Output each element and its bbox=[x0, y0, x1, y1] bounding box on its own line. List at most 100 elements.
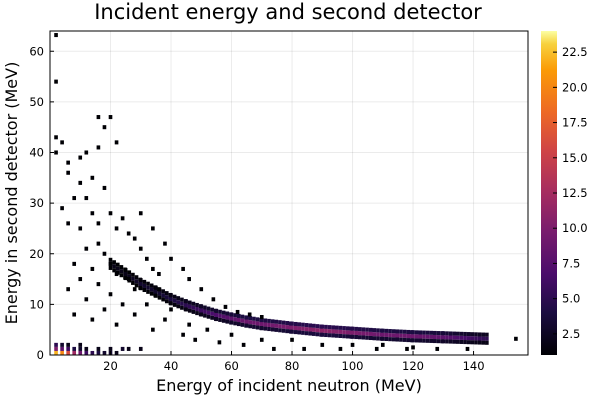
heatmap-cell bbox=[270, 323, 275, 328]
heatmap-cell bbox=[384, 336, 389, 342]
heatmap-cell bbox=[285, 325, 289, 330]
heatmap-cell bbox=[78, 180, 83, 185]
heatmap-cell bbox=[311, 323, 316, 328]
heatmap-cell bbox=[187, 304, 192, 309]
heatmap-cell bbox=[441, 331, 446, 336]
heatmap-cell bbox=[327, 329, 332, 334]
heatmap-cell bbox=[320, 324, 325, 329]
heatmap-cell bbox=[54, 79, 58, 84]
heatmap-cell bbox=[66, 350, 70, 355]
heatmap-cell bbox=[376, 328, 380, 333]
heatmap-cell bbox=[338, 329, 343, 334]
heatmap-cell bbox=[372, 336, 377, 341]
heatmap-cell bbox=[66, 160, 70, 165]
y-tick-label: 20 bbox=[29, 247, 44, 261]
heatmap-cell bbox=[134, 275, 139, 280]
heatmap-cell bbox=[448, 339, 453, 344]
heatmap-cell bbox=[327, 333, 332, 338]
heatmap-cell bbox=[270, 327, 275, 332]
heatmap-cell bbox=[134, 283, 139, 288]
heatmap-cell bbox=[114, 271, 119, 277]
heatmap-cell bbox=[380, 332, 385, 337]
heatmap-cell bbox=[161, 289, 165, 294]
heatmap-cell bbox=[90, 175, 95, 180]
heatmap-cell bbox=[126, 277, 131, 282]
heatmap-cell bbox=[60, 346, 64, 351]
heatmap-cell bbox=[172, 294, 177, 299]
x-axis-ticks: 20 40 60 80 100 120 140 bbox=[103, 351, 485, 373]
heatmap-cell bbox=[384, 332, 389, 337]
heatmap-cell bbox=[311, 331, 316, 336]
heatmap-cell bbox=[425, 334, 430, 339]
colorbar-tick-label: 10.0 bbox=[562, 221, 588, 235]
heatmap-cell bbox=[240, 314, 245, 319]
heatmap-cell bbox=[84, 196, 89, 201]
heatmap-cell bbox=[357, 335, 362, 340]
heatmap-cell bbox=[66, 287, 70, 292]
heatmap-cell bbox=[290, 337, 294, 342]
heatmap-cell bbox=[399, 333, 403, 338]
heatmap-cell bbox=[195, 302, 199, 308]
colorbar-tick-label: 20.0 bbox=[562, 80, 588, 94]
heatmap-cell bbox=[102, 125, 107, 130]
heatmap-cell bbox=[126, 346, 131, 351]
heatmap-cell bbox=[240, 322, 245, 327]
heatmap-cell bbox=[218, 313, 222, 318]
heatmap-cell bbox=[187, 308, 192, 313]
heatmap-cell bbox=[411, 338, 415, 343]
heatmap-cell bbox=[311, 327, 316, 332]
heatmap-cell bbox=[350, 326, 355, 331]
heatmap-cell bbox=[180, 305, 184, 310]
heatmap-cell bbox=[255, 325, 260, 330]
heatmap-cell bbox=[361, 331, 366, 336]
heatmap-cell bbox=[225, 311, 230, 316]
heatmap-cell bbox=[459, 335, 464, 340]
heatmap-cell bbox=[338, 333, 343, 338]
heatmap-cell bbox=[315, 332, 320, 337]
heatmap-cell bbox=[210, 315, 214, 320]
heatmap-cell bbox=[108, 265, 113, 270]
heatmap-cell bbox=[455, 331, 460, 336]
heatmap-cell bbox=[247, 312, 252, 317]
heatmap-cell bbox=[308, 331, 312, 336]
heatmap-cell bbox=[138, 282, 143, 287]
heatmap-cell bbox=[72, 312, 77, 317]
heatmap-cell bbox=[429, 330, 434, 335]
heatmap-cell bbox=[149, 291, 154, 296]
heatmap-cell bbox=[304, 327, 309, 332]
heatmap-cell bbox=[248, 324, 253, 329]
grid-lines bbox=[50, 31, 528, 356]
heatmap-cell bbox=[293, 321, 298, 327]
heatmap-cell bbox=[108, 261, 113, 266]
heatmap-cell bbox=[463, 340, 467, 345]
colorbar-tick-label: 7.5 bbox=[562, 256, 580, 270]
heatmap-cell bbox=[290, 321, 294, 326]
heatmap-cell bbox=[354, 330, 358, 335]
heatmap-cell bbox=[210, 311, 214, 316]
heatmap-cell bbox=[357, 331, 362, 336]
heatmap-cell bbox=[514, 336, 518, 341]
heatmap-cell bbox=[354, 334, 358, 340]
heatmap-cell bbox=[161, 293, 165, 298]
heatmap-cell bbox=[151, 266, 155, 271]
heatmap-cell bbox=[259, 326, 264, 331]
heatmap-cell bbox=[342, 330, 346, 335]
heatmap-cell bbox=[481, 336, 486, 341]
heatmap-cell bbox=[485, 332, 489, 337]
colorbar bbox=[541, 31, 557, 355]
colorbar-tick-label: 2.5 bbox=[562, 327, 580, 341]
heatmap-cell bbox=[263, 326, 268, 331]
heatmap-cell bbox=[229, 320, 234, 325]
heatmap-cell bbox=[60, 342, 64, 347]
heatmap-cell bbox=[388, 333, 392, 338]
heatmap-cell bbox=[72, 261, 77, 266]
x-tick-label: 120 bbox=[402, 359, 424, 373]
heatmap-cell bbox=[78, 346, 83, 351]
heatmap-cell bbox=[203, 309, 207, 314]
heatmap-cell bbox=[414, 330, 419, 335]
heatmap-cell bbox=[399, 329, 403, 334]
heatmap-cell bbox=[301, 326, 305, 331]
heatmap-cell bbox=[308, 327, 312, 332]
heatmap-cell bbox=[278, 328, 282, 333]
